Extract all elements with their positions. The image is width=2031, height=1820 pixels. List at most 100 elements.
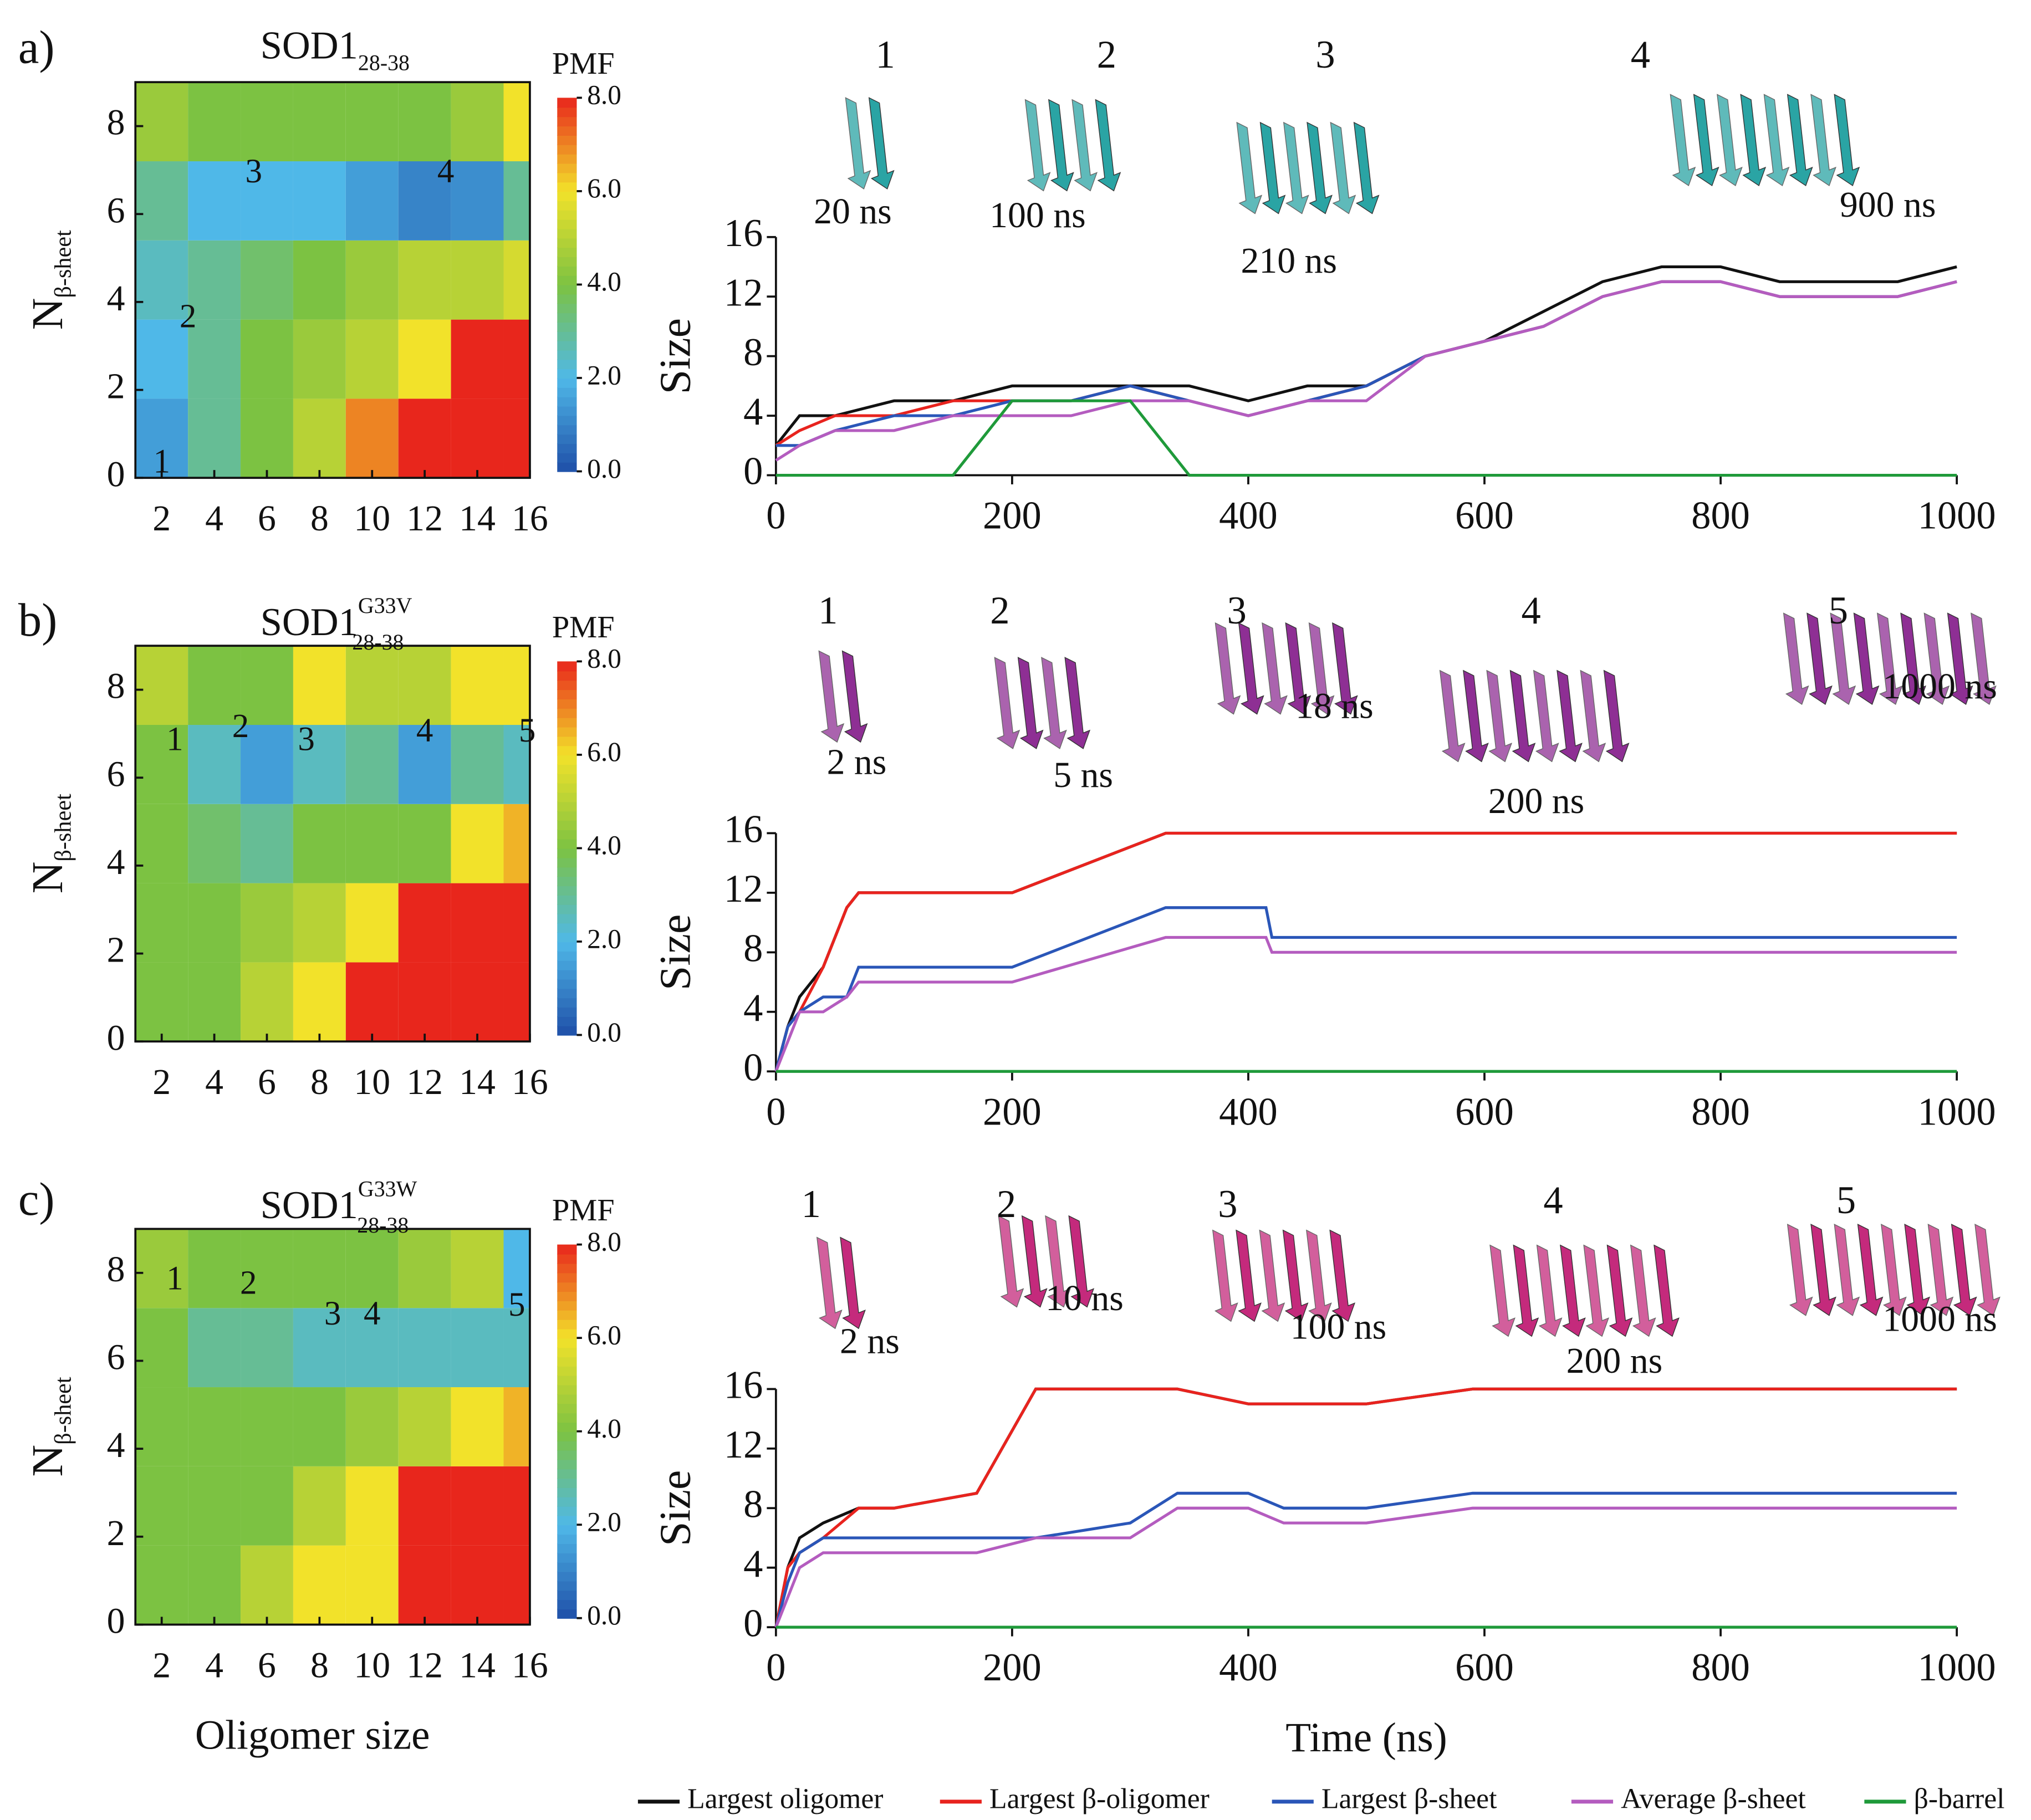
colorbar-swatch [557,396,577,407]
colorbar-swatch [557,894,577,905]
beta-strand [1513,1244,1539,1337]
snapshot-number: 5 [1836,1179,1856,1222]
snapshot-time: 1000 ns [1882,666,1997,707]
x-tick-label: 6 [258,498,276,539]
beta-strand [1045,1215,1071,1308]
beta-strand [840,1236,866,1330]
pmf-cell [188,161,241,241]
pmf-cell [451,962,504,1042]
colorbar-swatch [557,1375,577,1386]
x-tick-label: 4 [205,498,223,539]
colorbar-swatch [557,369,577,379]
pmf-cell [451,1545,504,1625]
x-tick-label: 600 [1455,494,1514,538]
beta-strand [1810,1224,1836,1316]
colorbar-swatch [557,923,577,933]
x-tick-label: 10 [354,1062,390,1102]
x-tick-label: 2 [152,1645,171,1685]
snapshot-time: 200 ns [1488,781,1585,821]
structure-snapshot [994,657,1091,749]
pmf-cell [293,398,346,478]
colorbar-swatch [557,219,577,229]
beta-strand [1606,1244,1633,1337]
beta-strand [1783,612,1809,705]
colorbar-swatch [557,979,577,989]
colorbar-title: PMF [552,47,615,81]
pmf-cell [398,883,451,963]
pmf-cell [135,161,188,241]
y-tick-label: 4 [743,986,763,1030]
series-line [775,280,1957,462]
y-tick-label: 8 [107,103,125,143]
colorbar-swatch [557,209,577,220]
pmf-cell [188,1545,241,1625]
x-tick-label: 6 [258,1062,276,1102]
pmf-cell [451,1466,504,1546]
colorbar-tick-label: 2.0 [587,1506,621,1537]
series-line [775,280,1957,447]
colorbar-swatch [557,1394,577,1404]
beta-strand [1071,99,1098,192]
colorbar-swatch [557,1422,577,1432]
map-title: SOD128-38 [261,24,410,75]
x-tick-label: 10 [354,1645,390,1685]
y-tick-label: 8 [743,331,763,374]
y-label-main: N [23,1445,72,1477]
colorbar-swatch [557,1506,577,1516]
colorbar-swatch [557,1300,577,1311]
pmf-cell [135,646,188,725]
colorbar-swatch [557,1282,577,1292]
pmf-cell [135,962,188,1042]
colorbar-swatch [557,116,577,127]
pmf-cell [398,319,451,399]
colorbar-swatch [557,1590,577,1601]
y-tick-label: 2 [107,366,125,407]
colorbar-swatch [557,680,577,691]
x-tick-label: 1000 [1918,1090,1996,1133]
x-tick-label: 0 [766,494,785,538]
pmf-cell [398,962,451,1042]
state-label: 2 [180,298,197,335]
y-axis-label: Nβ-sheet [23,1377,76,1476]
colorbar-swatch [557,717,577,728]
snapshot-number: 4 [1543,1179,1563,1222]
colorbar-swatch [557,1328,577,1339]
beta-strand [1951,1224,1977,1316]
x-tick-label: 200 [983,494,1042,538]
pmf-cell [398,1466,451,1546]
colorbar-swatch [557,1006,577,1017]
x-tick-label: 16 [512,498,548,539]
colorbar-swatch [557,1487,577,1497]
pmf-cell [503,161,530,241]
y-tick-label: 0 [107,1601,125,1642]
y-axis-label: Nβ-sheet [23,230,76,330]
beta-strand [1557,669,1583,763]
x-tick-label: 14 [459,498,496,539]
colorbar-swatch [557,661,577,672]
pmf-cell [241,1229,293,1308]
pmf-cell [451,161,504,241]
title-sub: 28-38 [352,630,404,655]
pmf-cell [188,804,241,883]
snapshot-time: 1000 ns [1882,1299,1997,1340]
colorbar-tick-label: 8.0 [587,1226,621,1257]
colorbar-swatch [557,932,577,943]
colorbar-swatch [557,941,577,952]
structure-snapshot [845,97,895,190]
beta-strand [1214,622,1241,715]
title-main: SOD1 [261,24,358,68]
pmf-cell [188,1466,241,1546]
pmf-cell [345,1387,399,1466]
colorbar-swatch [557,839,577,849]
pmf-cell [293,1308,346,1388]
beta-strand [1041,657,1067,749]
pmf-cell [188,82,241,162]
beta-strand [1533,669,1559,763]
beta-strand [1900,612,1926,705]
beta-strand [1021,1215,1048,1308]
pmf-cell [451,646,504,725]
structure-snapshot [818,650,868,743]
colorbar-swatch [557,708,577,718]
snapshot-time: 5 ns [1053,755,1113,795]
